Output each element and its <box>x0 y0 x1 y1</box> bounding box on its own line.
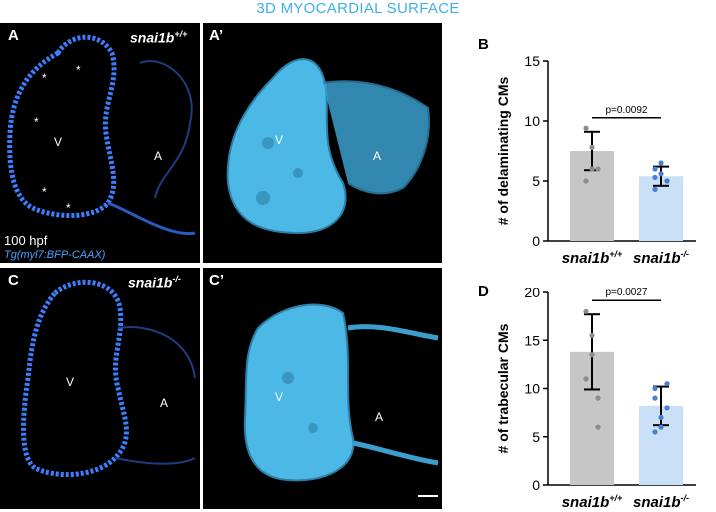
x-tick-label: snai1b-/- <box>633 249 689 267</box>
data-point <box>658 424 664 430</box>
y-axis-label: # of trabecular CMs <box>495 323 511 453</box>
panel-a-prime-label: A’ <box>209 27 224 44</box>
data-point <box>652 385 658 392</box>
data-point <box>583 178 589 184</box>
panel-a-marker: * <box>66 201 71 215</box>
y-tick-label: 15 <box>524 53 540 69</box>
data-point <box>583 308 589 314</box>
panel-c-atrium-label: A <box>160 396 169 410</box>
data-point <box>664 381 670 387</box>
panel-a-prime-image: A’ V A <box>203 23 442 263</box>
data-point <box>652 166 658 172</box>
x-tick-label: snai1b+/+ <box>562 493 623 510</box>
data-point <box>589 332 595 339</box>
reporter-label: Tg(myl7:BFP-CAAX) <box>4 249 106 261</box>
data-point <box>652 186 658 192</box>
panel-c-image: C snai1b-/- V A <box>0 268 200 509</box>
y-tick-label: 5 <box>532 429 540 445</box>
panel-c-label: C <box>8 272 19 289</box>
data-point <box>664 405 670 411</box>
panel-a-image: A snai1b+/+ * * * * * V A 100 hpf Tg(myl… <box>0 23 200 263</box>
panel-c-prime-ventricle-label: V <box>275 390 284 404</box>
data-point <box>652 174 658 180</box>
panel-a-genotype: snai1b+/+ <box>130 29 188 46</box>
y-tick-label: 10 <box>524 381 540 397</box>
data-point <box>658 160 664 166</box>
panel-c-ventricle-label: V <box>66 375 75 389</box>
panel-c-prime-label: C’ <box>209 272 224 289</box>
panel-a-prime-ventricle-label: V <box>275 133 284 147</box>
chart-b: # of delaminating CMs 0 5 10 15 snai1b+/+ snai… <box>495 53 696 267</box>
chart-d: # of trabecular CMs 0 5 10 15 20 snai1b+/+ snai… <box>495 288 696 510</box>
y-tick-label: 0 <box>532 233 540 249</box>
y-tick-label: 5 <box>532 173 540 189</box>
panel-a-label: A <box>8 27 19 44</box>
data-point <box>595 395 601 401</box>
panel-a-atrium-label: A <box>154 149 163 163</box>
data-point <box>595 424 601 430</box>
panel-c-prime-image: C’ V A <box>203 268 442 509</box>
panel-d-label: D <box>478 283 489 300</box>
p-value-label: p=0.0027 <box>606 288 648 298</box>
bar <box>639 176 683 241</box>
data-point <box>652 429 658 435</box>
y-tick-label: 10 <box>524 113 540 129</box>
panel-a-marker: * <box>34 115 39 129</box>
data-point <box>589 144 595 150</box>
data-point <box>589 166 595 172</box>
data-point <box>652 395 658 401</box>
y-tick-label: 0 <box>532 477 540 493</box>
ventricle-surface-render <box>226 58 430 235</box>
x-tick-label: snai1b-/- <box>633 493 689 510</box>
panel-a-marker: * <box>76 63 81 77</box>
y-axis-label: # of delaminating CMs <box>495 77 511 226</box>
data-point <box>664 178 670 184</box>
panel-a-ventricle-label: V <box>54 135 63 149</box>
ventricle-surface-render <box>243 303 439 497</box>
panel-a-marker: * <box>42 185 47 199</box>
stage-label: 100 hpf <box>4 233 48 248</box>
data-point <box>595 166 601 172</box>
y-tick-label: 15 <box>524 332 540 348</box>
panel-c-genotype: snai1b-/- <box>128 274 181 291</box>
figure-title: 3D MYOCARDIAL SURFACE <box>256 0 460 17</box>
data-point <box>589 352 595 358</box>
ventricle-membrane-outline <box>7 34 196 236</box>
data-point <box>583 376 589 382</box>
x-tick-label: snai1b+/+ <box>562 249 623 267</box>
ventricle-membrane-outline <box>21 279 196 478</box>
data-point <box>583 125 589 131</box>
panel-c-prime-atrium-label: A <box>375 410 384 424</box>
data-point <box>658 171 664 177</box>
panel-a-prime-atrium-label: A <box>373 149 382 163</box>
data-point <box>658 414 664 421</box>
panel-a-marker: * <box>42 71 47 85</box>
p-value-label: p=0.0092 <box>606 105 648 116</box>
y-tick-label: 20 <box>524 288 540 300</box>
panel-b-label: B <box>478 36 489 53</box>
